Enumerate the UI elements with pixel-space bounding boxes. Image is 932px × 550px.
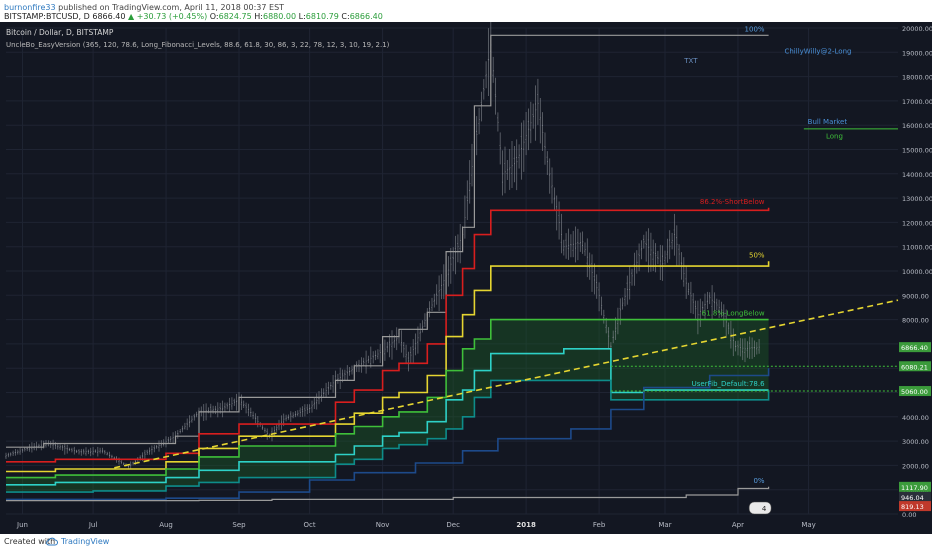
low-value: 6810.79 — [305, 12, 339, 21]
price-tag-2: 5060.00 — [901, 388, 928, 396]
level-line-86-2-ShortBelow — [6, 207, 770, 463]
publish-header: burnonfire33 published on TradingView.co… — [0, 0, 932, 22]
x-tick-label-5: Nov — [376, 521, 390, 529]
y-tick-label-9: 9000.00 — [902, 292, 929, 300]
y-tick-label-17: 17000.00 — [902, 98, 932, 106]
price-change: +30.73 (+0.45%) — [136, 12, 208, 21]
level-line-100- — [6, 34, 769, 448]
y-tick-label-3: 3000.00 — [902, 438, 929, 446]
x-tick-label-2: Aug — [159, 521, 173, 529]
level-line-50- — [6, 261, 770, 473]
event-marker-bg-0 — [748, 501, 772, 515]
price-tag-bg-5 — [899, 501, 931, 512]
y-tick-label-4: 4000.00 — [902, 414, 929, 422]
tradingview-cloud-icon — [46, 537, 58, 546]
footer: Created with TradingView — [0, 534, 932, 550]
y-tick-label-2: 2000.00 — [902, 462, 929, 470]
annotation-chillywilly-2-long: ChillyWilly@2-Long — [784, 48, 851, 56]
yellow-trendline — [114, 299, 899, 469]
x-tick-label-10: Apr — [732, 521, 744, 529]
chart-title: Bitcoin / Dollar, D, BITSTAMP — [6, 28, 114, 37]
publisher-name[interactable]: burnonfire33 — [4, 3, 56, 12]
x-tick-label-9: Mar — [658, 521, 671, 529]
level-line-UserFib-Default-78-6 — [6, 347, 769, 486]
close-label: C: — [341, 12, 350, 21]
indicator-label: UncleBo_EasyVersion (365, 120, 78.6, Lon… — [6, 41, 390, 49]
chart-area[interactable]: 100% 86.2%-ShortBelow 50% 61.8%-LongBelow Us… — [0, 22, 932, 534]
event-marker-0: 4 — [762, 505, 767, 513]
ohlc-line: BITSTAMP:BTCUSD, D 6866.40 ▲ +30.73 (+0.… — [4, 12, 383, 21]
level-line-0- — [6, 486, 770, 502]
price-tag-bg-2 — [899, 386, 931, 397]
y-tick-label-19: 19000.00 — [902, 49, 932, 57]
y-tick-label-15: 15000.00 — [902, 147, 932, 155]
y-tick-label-8: 8000.00 — [902, 317, 929, 325]
level-label-UserFib-Default-78-6: UserFib_Default:78.6 — [692, 380, 765, 388]
price-chart[interactable]: 100% 86.2%-ShortBelow 50% 61.8%-LongBelow Us… — [0, 22, 932, 534]
level-label-61-8-LongBelow: 61.8%-LongBelow — [702, 310, 765, 318]
level-label-100-: 100% — [745, 25, 765, 33]
open-value: 6824.75 — [218, 12, 252, 21]
y-tick-label-12: 12000.00 — [902, 219, 932, 227]
price-tag-4: 946.04 — [901, 494, 924, 502]
price-tag-3: 1117.90 — [901, 484, 928, 492]
last-price: 6866.40 — [92, 12, 126, 21]
created-with-text: Created with — [4, 537, 56, 546]
x-tick-label-6: Dec — [446, 521, 460, 529]
x-tick-label-4: Oct — [304, 521, 316, 529]
price-tag-1: 6080.21 — [901, 363, 928, 371]
published-text: published on TradingView.com, April 11, … — [58, 3, 285, 12]
tradingview-brand-link[interactable]: TradingView — [61, 537, 110, 546]
price-tag-bg-4 — [899, 492, 931, 503]
x-tick-label-7: 2018 — [516, 521, 536, 529]
x-tick-label-8: Feb — [593, 521, 606, 529]
publisher-line: burnonfire33 published on TradingView.co… — [4, 3, 284, 12]
symbol-label: BITSTAMP:BTCUSD, D — [4, 12, 90, 21]
high-label: H: — [254, 12, 263, 21]
level-line-navy — [6, 368, 770, 501]
price-tag-5: 819.13 — [901, 503, 924, 511]
y-tick-label-11: 11000.00 — [902, 244, 932, 252]
low-label: L: — [298, 12, 306, 21]
level-label-50-: 50% — [749, 251, 765, 259]
y-tick-label-18: 18000.00 — [902, 74, 932, 82]
level-line-teal — [6, 379, 770, 493]
price-tag-bg-0 — [899, 342, 931, 353]
price-tag-bg-3 — [899, 481, 931, 492]
up-arrow-icon: ▲ — [128, 12, 135, 21]
annotation-long: Long — [826, 133, 843, 141]
x-tick-label-11: May — [801, 521, 815, 529]
level-label-86-2-ShortBelow: 86.2%-ShortBelow — [700, 198, 765, 206]
y-tick-label-20: 20000.00 — [902, 25, 932, 33]
annotation-txt: TXT — [683, 57, 698, 65]
close-value: 6866.40 — [349, 12, 383, 21]
high-value: 6880.00 — [262, 12, 297, 21]
annotation-bull-market: Bull Market — [808, 118, 848, 126]
level-line-61-8-LongBelow — [6, 318, 769, 479]
y-tick-label-0: 0.00 — [902, 511, 916, 519]
y-tick-label-14: 14000.00 — [902, 171, 932, 179]
y-tick-label-16: 16000.00 — [902, 122, 932, 130]
level-label-0-: 0% — [753, 477, 764, 485]
x-tick-label-1: Jul — [88, 521, 98, 529]
price-tag-bg-1 — [899, 361, 931, 372]
open-label: O: — [209, 12, 219, 21]
price-tag-0: 6866.40 — [901, 344, 928, 352]
y-tick-label-10: 10000.00 — [902, 268, 932, 276]
y-tick-label-13: 13000.00 — [902, 195, 932, 203]
long-zone-fill — [6, 319, 769, 493]
x-tick-label-3: Sep — [232, 521, 246, 529]
x-tick-label-0: Jun — [16, 521, 28, 529]
